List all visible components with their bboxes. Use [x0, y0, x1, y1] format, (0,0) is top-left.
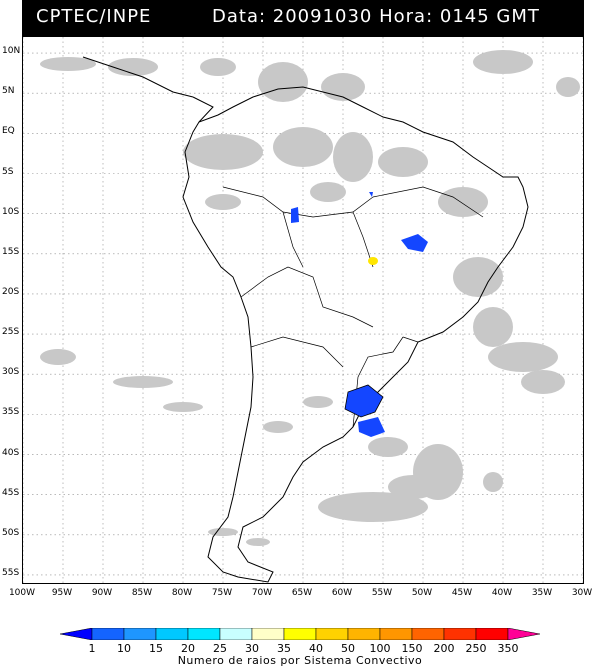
lat-tick-label: 40S [2, 447, 20, 458]
lat-tick-label: 45S [2, 487, 20, 498]
colorbar-tick-label: 15 [149, 642, 163, 655]
lat-tick-label: 15S [2, 246, 20, 257]
colorbar-tick-label: 20 [181, 642, 195, 655]
lon-tick-label: 30W [571, 588, 593, 598]
lat-tick-label: 20S [2, 286, 20, 297]
lon-tick-label: 100W [8, 588, 36, 598]
coastlines [82, 56, 529, 583]
satellite-lightning-map [23, 37, 583, 583]
lon-tick-label: 65W [291, 588, 313, 598]
map-header: CPTEC/INPE Data: 20091030 Hora: 0145 GMT [22, 0, 584, 36]
lat-tick-label: 50S [2, 527, 20, 538]
lon-tick-label: 70W [251, 588, 273, 598]
lon-tick-label: 95W [51, 588, 73, 598]
cloud-cover [40, 50, 580, 546]
colorbar-title: Numero de raios por Sistema Convectivo [177, 654, 423, 667]
colorbar-tick-label: 250 [465, 642, 487, 655]
lat-tick-label: 5N [2, 86, 15, 97]
lat-tick-label: 10S [2, 206, 20, 217]
colorbar-swatch [411, 628, 445, 640]
map-panel [22, 36, 584, 584]
colorbar-swatch [443, 628, 477, 640]
colorbar-swatch [60, 628, 93, 640]
colorbar-tick-label: 25 [213, 642, 227, 655]
lon-tick-label: 60W [331, 588, 353, 598]
lon-tick-label: 85W [131, 588, 153, 598]
lon-tick-label: 50W [411, 588, 433, 598]
colorbar-swatch [507, 628, 540, 640]
colorbar-swatch [347, 628, 381, 640]
colorbar-swatch [219, 628, 253, 640]
lon-tick-label: 35W [531, 588, 553, 598]
colorbar-swatch [123, 628, 157, 640]
header-datetime: Data: 20091030 Hora: 0145 GMT [212, 6, 540, 27]
lat-tick-label: 25S [2, 327, 20, 338]
lat-tick-label: 10N [2, 46, 21, 57]
colorbar-swatch [187, 628, 221, 640]
lon-tick-label: 55W [371, 588, 393, 598]
colorbar-swatch [251, 628, 285, 640]
colorbar-swatch [379, 628, 413, 640]
colorbar-swatch [475, 628, 509, 640]
lat-tick-label: EQ [2, 126, 15, 137]
lon-tick-label: 40W [491, 588, 513, 598]
colorbar-tick-label: 50 [341, 642, 355, 655]
lat-tick-label: 35S [2, 407, 20, 418]
lon-tick-label: 80W [171, 588, 193, 598]
colorbar-tick-label: 10 [117, 642, 131, 655]
lon-tick-label: 45W [451, 588, 473, 598]
lon-tick-label: 90W [91, 588, 113, 598]
header-source: CPTEC/INPE [36, 6, 152, 27]
colorbar-swatch [155, 628, 189, 640]
lat-tick-label: 55S [2, 567, 20, 578]
colorbar-swatch [91, 628, 125, 640]
convective-systems [291, 192, 428, 437]
lat-tick-label: 30S [2, 367, 20, 378]
colorbar-swatch [315, 628, 349, 640]
colorbar-tick-label: 350 [497, 642, 519, 655]
colorbar-tick-label: 35 [277, 642, 291, 655]
colorbar-tick-label: 200 [433, 642, 455, 655]
lat-tick-label: 5S [2, 166, 14, 177]
colorbar-tick-label: 1 [88, 642, 96, 655]
colorbar-tick-label: 100 [369, 642, 391, 655]
colorbar-tick-label: 150 [401, 642, 423, 655]
colorbar-swatch [283, 628, 317, 640]
colorbar-tick-label: 30 [245, 642, 259, 655]
lightning-colorbar [60, 628, 540, 640]
colorbar-tick-label: 40 [309, 642, 323, 655]
lon-tick-label: 75W [211, 588, 233, 598]
